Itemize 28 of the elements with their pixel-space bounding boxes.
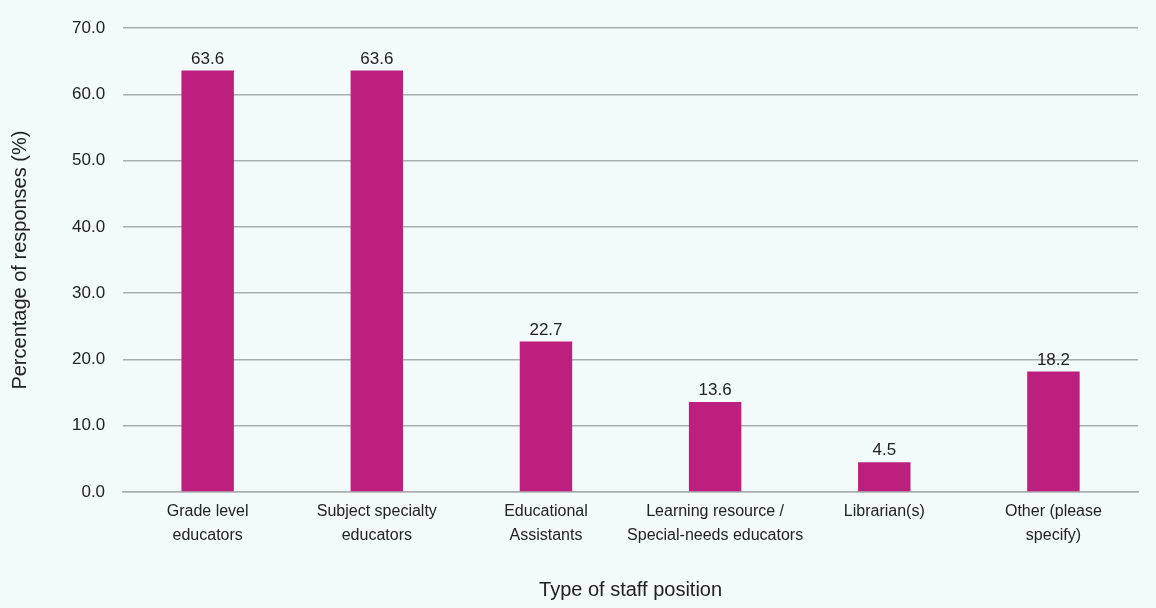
data-label: 4.5 (872, 440, 897, 460)
bar (688, 401, 742, 492)
bar (181, 70, 234, 492)
bar (1027, 371, 1080, 492)
x-tick-label: Grade level educators (166, 502, 249, 544)
x-tick-label: Educational Assistants (504, 502, 588, 544)
data-label: 13.6 (698, 380, 732, 400)
y-tick-label: 20.0 (71, 349, 106, 369)
y-tick-label: 60.0 (71, 84, 106, 104)
x-tick-label: Subject specialty educators (316, 502, 437, 544)
y-axis-title: Percentage of responses (%) (7, 130, 30, 390)
y-tick-label: 50.0 (71, 150, 106, 170)
data-label: 63.6 (191, 48, 225, 68)
bar (350, 70, 404, 492)
x-tick-label: Other (please specify) (1004, 502, 1102, 544)
y-tick-label: 70.0 (71, 17, 106, 37)
data-label: 63.6 (360, 48, 394, 68)
bar (519, 341, 573, 492)
data-label: 18.2 (1036, 349, 1070, 369)
x-axis-title: Type of staff position (539, 577, 723, 600)
y-tick-label: 0.0 (81, 481, 106, 501)
x-tick-label: Librarian(s) (843, 502, 925, 520)
y-tick-label: 30.0 (71, 282, 106, 302)
data-label: 22.7 (529, 319, 563, 339)
x-tick-label: Learning resource / Special-needs educators (627, 502, 804, 544)
y-tick-label: 40.0 (71, 216, 106, 236)
y-tick-label: 10.0 (71, 415, 106, 435)
bar (858, 462, 911, 492)
